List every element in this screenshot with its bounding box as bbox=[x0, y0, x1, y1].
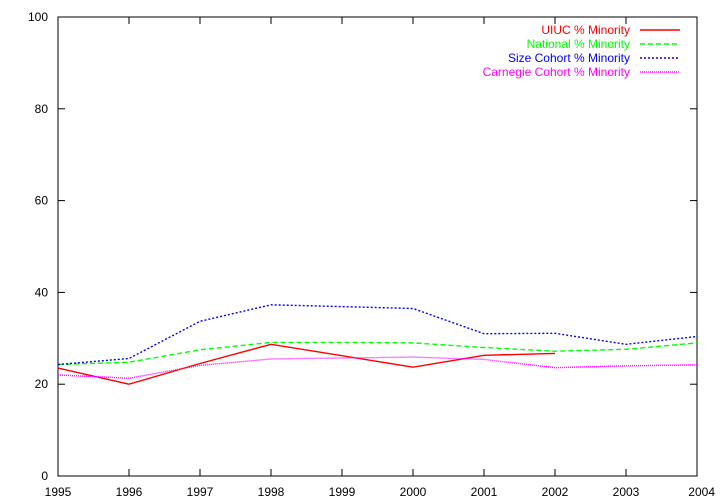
legend-label: Carnegie Cohort % Minority bbox=[483, 65, 630, 79]
plot-frame bbox=[57, 16, 698, 477]
series-line-1 bbox=[57, 343, 556, 385]
series-line-2 bbox=[57, 341, 698, 366]
x-tick-label: 2000 bbox=[400, 485, 427, 499]
series-line-3 bbox=[57, 304, 698, 366]
y-tick-label: 20 bbox=[35, 377, 49, 391]
y-tick-label: 60 bbox=[35, 194, 49, 208]
x-tick-label: 2002 bbox=[542, 485, 569, 499]
legend-label: National % Minority bbox=[527, 37, 630, 51]
y-tick-label: 80 bbox=[35, 102, 49, 116]
legend-label: UIUC % Minority bbox=[541, 23, 630, 37]
x-tick-label: 1995 bbox=[45, 485, 72, 499]
x-tick-label: 2003 bbox=[613, 485, 640, 499]
x-tick-label: 1997 bbox=[187, 485, 214, 499]
y-tick-label: 0 bbox=[41, 469, 48, 483]
x-tick-label: 1998 bbox=[258, 485, 285, 499]
axis-ticks: 0 20 40 60 80 100 1995 1996 1997 1998 1999 2000 2001… bbox=[28, 10, 715, 499]
series-line-4 bbox=[57, 356, 698, 379]
legend-label: Size Cohort % Minority bbox=[508, 51, 630, 65]
x-tick-label: 2004 bbox=[688, 485, 715, 499]
y-tick-label: 40 bbox=[35, 285, 49, 299]
y-tick-label: 100 bbox=[28, 10, 48, 24]
x-tick-label: 2001 bbox=[471, 485, 498, 499]
x-tick-label: 1999 bbox=[329, 485, 356, 499]
x-tick-label: 1996 bbox=[116, 485, 143, 499]
series-lines bbox=[57, 304, 698, 385]
